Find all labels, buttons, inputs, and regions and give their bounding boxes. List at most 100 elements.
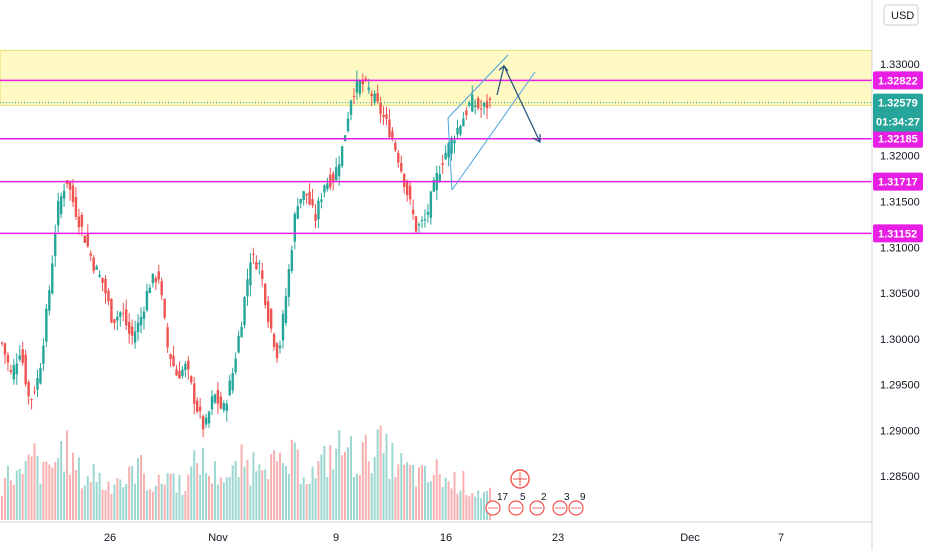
volume-bar [441,486,444,520]
candle-body [441,163,444,166]
price-axis-background[interactable] [872,0,932,550]
volume-bar [1,495,3,520]
volume-bar [438,474,441,520]
volume-bar [163,484,166,520]
price-tick-label: 1.31000 [880,242,920,254]
volume-bar [145,490,148,520]
candle-body [287,269,291,297]
candle-body [444,152,447,159]
volume-bar [394,477,397,520]
volume-bar [113,484,116,520]
candle-body [160,281,163,296]
volume-bar [400,452,403,520]
volume-bar [444,477,447,520]
volume-bar [344,451,347,520]
candle-body [400,163,403,172]
candle-body [222,403,226,411]
candle-body [169,354,172,359]
candle-body [74,197,78,217]
currency-badge-box[interactable] [883,4,919,26]
volume-bar [193,450,196,520]
candle-body [193,383,196,404]
economic-events[interactable]: 17 5 2 3 9 [485,469,586,516]
volume-bar [104,490,107,520]
candle-body [462,118,465,127]
currency-badge[interactable]: USD [883,4,919,26]
event-count-label: 17 [497,492,509,503]
volume-bar [468,496,471,520]
candle-body [77,216,81,228]
candle-body [379,103,382,115]
volume-bar [296,449,299,520]
candle-body [426,211,430,215]
volume-bar [122,487,125,520]
level-label-box [873,129,923,148]
level-price-label: 1.32822 [878,75,918,87]
volume-bar [42,461,45,520]
volume-bar [364,434,367,520]
candle-body [346,118,350,132]
candle-body [56,201,60,226]
volume-bar [246,460,249,520]
countdown-label: 01:34:27 [876,117,920,129]
volume-bar [426,482,429,520]
candle-body [39,367,42,384]
price-tick-label: 1.33000 [880,59,920,71]
volume-bar [450,488,453,520]
volume-bar [320,454,323,520]
candle-body [459,125,462,135]
volume-bar [199,474,202,520]
candle-body [423,219,427,221]
candle-body [12,365,16,380]
candle-body [240,326,243,338]
candle-body [21,349,24,363]
volume-bar [154,485,157,520]
candle-body [225,403,228,411]
candle-body [438,174,441,182]
volume-bar [302,477,305,520]
volume-bar [261,470,264,520]
volume-bar [157,475,160,520]
candle-body [281,313,285,341]
candle-body [48,290,51,311]
candle-body [15,363,18,375]
candle-body [352,95,356,97]
candle-body [453,140,456,144]
time-axis-background[interactable] [0,522,872,550]
volume-bar [335,448,338,520]
candle-body [485,100,489,109]
candle-body [456,128,459,135]
volume-bar [125,483,128,520]
volume-bar [30,456,33,520]
price-tick-label: 1.31500 [880,196,920,208]
volume-bar [447,481,450,520]
volume-bar [169,473,172,520]
candle-body [420,220,424,222]
volume-bar [332,469,335,520]
volume-bar [175,492,178,520]
candle-body [151,273,155,284]
candle-body [284,296,288,324]
candle-body [266,301,270,323]
volume-bar [453,471,456,520]
candle-body [119,312,122,317]
candle-body [275,343,279,359]
candle-body [340,146,344,166]
price-tick-label: 1.29000 [880,425,920,437]
volume-bar [308,483,311,520]
volume-bar [480,498,483,520]
volume-bar [311,466,314,520]
candle-body [471,94,474,112]
candle-body [187,360,190,370]
candle-body [86,233,89,247]
currency-label[interactable]: USD [891,10,914,22]
volume-bar [60,441,63,520]
current-price-box [873,93,923,132]
candle-body [190,376,193,383]
volume-bar [284,466,287,520]
level-label-box [873,224,923,243]
volume-bar [148,489,151,520]
candle-body [9,370,13,373]
volume-bar [216,484,219,520]
